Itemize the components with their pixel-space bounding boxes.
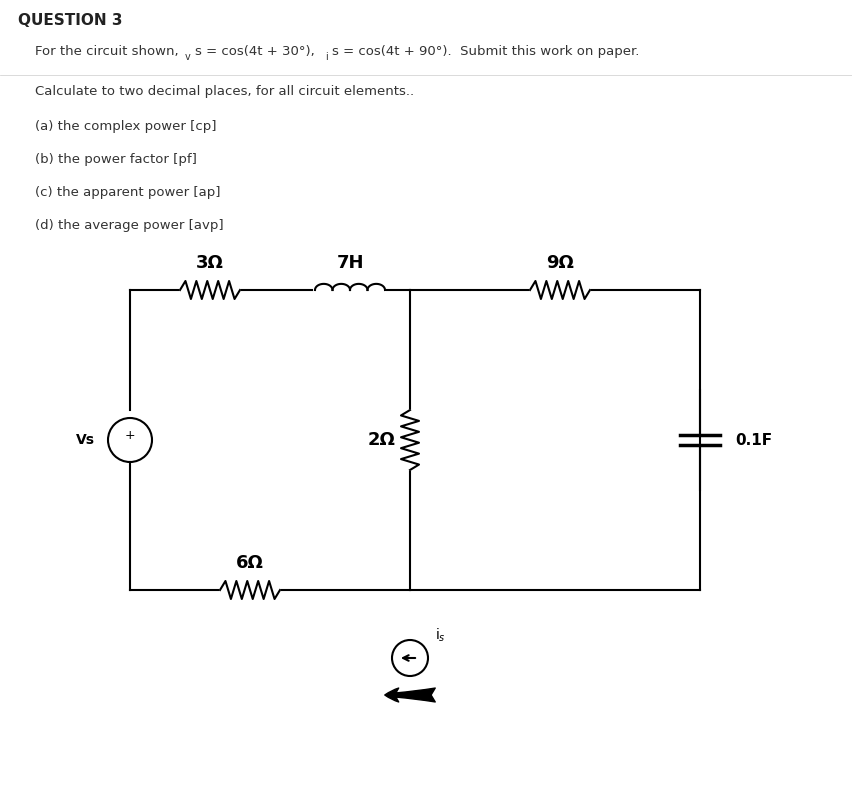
Text: 2Ω: 2Ω: [367, 431, 395, 449]
Text: 0.1F: 0.1F: [734, 432, 771, 447]
Text: s = cos(4t + 30°),: s = cos(4t + 30°),: [195, 45, 314, 58]
Text: (d) the average power [avp]: (d) the average power [avp]: [35, 219, 223, 232]
Text: (c) the apparent power [ap]: (c) the apparent power [ap]: [35, 186, 220, 199]
Text: QUESTION 3: QUESTION 3: [18, 13, 123, 28]
Text: i: i: [325, 52, 327, 62]
Text: s = cos(4t + 90°).  Submit this work on paper.: s = cos(4t + 90°). Submit this work on p…: [331, 45, 639, 58]
Text: +: +: [124, 428, 135, 442]
Text: 3Ω: 3Ω: [196, 254, 224, 272]
Text: v: v: [185, 52, 191, 62]
Text: For the circuit shown,: For the circuit shown,: [35, 45, 182, 58]
Text: (b) the power factor [pf]: (b) the power factor [pf]: [35, 153, 197, 166]
Text: Vs: Vs: [76, 433, 95, 447]
Text: 9Ω: 9Ω: [545, 254, 573, 272]
Text: 6Ω: 6Ω: [236, 554, 263, 572]
Text: 7H: 7H: [336, 254, 363, 272]
Text: i$_s$: i$_s$: [435, 626, 446, 644]
Text: (a) the complex power [cp]: (a) the complex power [cp]: [35, 120, 216, 133]
Text: Calculate to two decimal places, for all circuit elements..: Calculate to two decimal places, for all…: [35, 85, 413, 98]
